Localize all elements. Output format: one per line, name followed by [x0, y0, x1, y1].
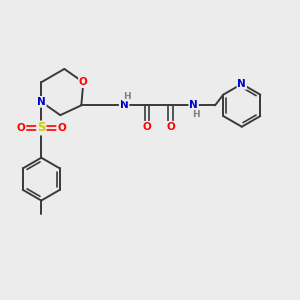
Text: O: O	[143, 122, 152, 132]
Text: O: O	[17, 123, 26, 133]
Text: O: O	[79, 77, 88, 87]
Text: N: N	[120, 100, 128, 110]
Text: N: N	[189, 100, 198, 110]
Text: S: S	[37, 122, 46, 134]
Text: O: O	[57, 123, 66, 133]
Text: H: H	[192, 110, 200, 119]
Text: N: N	[37, 97, 46, 107]
Text: H: H	[123, 92, 130, 101]
Text: O: O	[166, 122, 175, 132]
Text: N: N	[237, 79, 246, 89]
